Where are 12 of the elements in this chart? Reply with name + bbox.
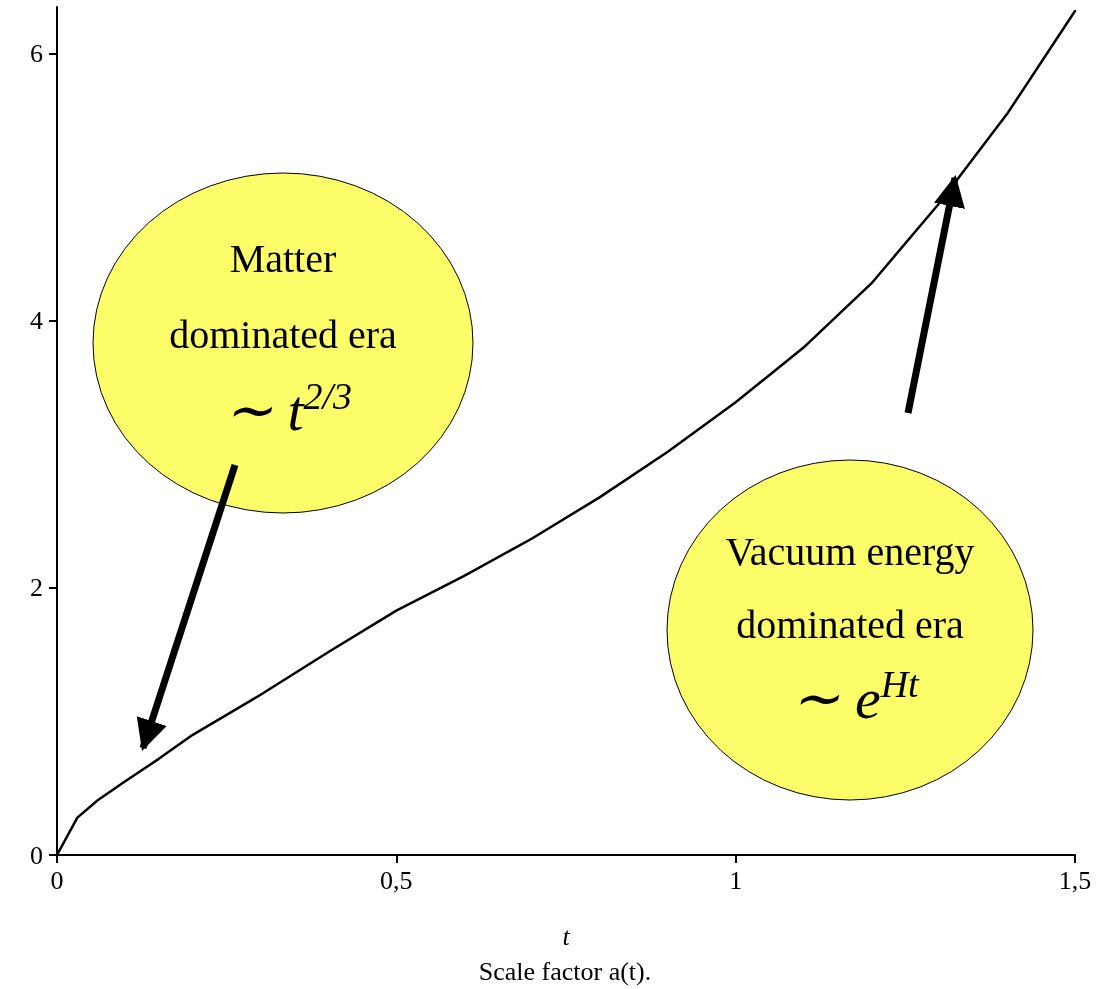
x-tick-label: 1 bbox=[729, 865, 743, 895]
x-tick-label: 1,5 bbox=[1058, 865, 1092, 895]
x-axis-title: t bbox=[562, 921, 571, 951]
text: Scale factor a(t). bbox=[478, 957, 652, 986]
y-tick-label: 0 bbox=[30, 840, 43, 870]
annotation: Matter dominated era ∼ t$^{2/3}$ bbox=[169, 236, 398, 443]
x-tick-label: 0,5 bbox=[380, 865, 413, 895]
x-tick-label: 0 bbox=[50, 865, 64, 895]
annotation: Vacuum energy dominated era ∼ e$^{Ht}$ bbox=[725, 529, 975, 731]
y-tick-label: 2 bbox=[30, 573, 43, 603]
y-tick-label: 6 bbox=[30, 39, 43, 69]
y-tick-label: 4 bbox=[30, 306, 43, 336]
